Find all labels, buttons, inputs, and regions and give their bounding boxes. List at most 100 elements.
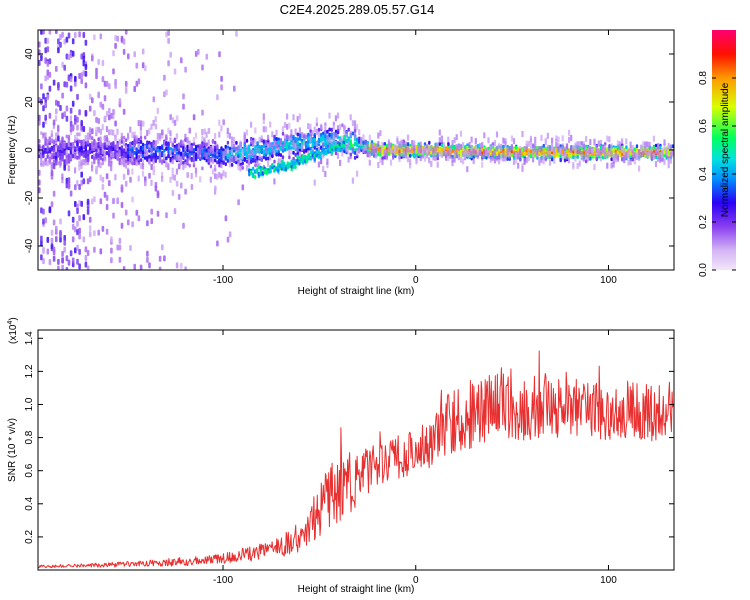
heat-noise-cell xyxy=(71,216,75,223)
heat-ridge-cell xyxy=(78,132,81,137)
heat-halo-cell xyxy=(148,144,151,151)
colorbar-tick-label: 0.2 xyxy=(698,215,709,229)
heat-noise-cell xyxy=(203,128,206,135)
heat-ridge-cell xyxy=(141,145,145,150)
heat-noise-cell xyxy=(52,255,56,262)
heat-halo-cell xyxy=(326,158,329,165)
heat-halo-cell xyxy=(582,145,585,151)
heat-halo-cell xyxy=(432,150,435,157)
heat-ridge-cell xyxy=(585,159,588,164)
heat-halo-cell xyxy=(133,141,136,148)
heat-halo-cell xyxy=(479,143,482,150)
heat-halo-cell xyxy=(402,151,405,158)
heat-branch-cell xyxy=(292,161,295,166)
snr-ytick-label: 0.4 xyxy=(24,496,35,510)
heat-halo-cell xyxy=(387,139,390,146)
heat-noise-cell xyxy=(65,53,69,60)
heat-ridge-cell xyxy=(326,141,329,145)
heat-ridge-cell xyxy=(385,143,389,148)
heat-noise-cell xyxy=(65,267,69,270)
heat-ridge-cell xyxy=(296,141,299,145)
heat-ridge-cell xyxy=(57,145,60,150)
heat-ridge-cell xyxy=(112,147,115,151)
heat-halo-cell xyxy=(426,144,429,151)
heat-noise-cell xyxy=(161,244,164,251)
heat-halo-cell xyxy=(521,131,524,137)
heat-ridge-cell xyxy=(625,145,628,150)
heat-halo-cell xyxy=(447,136,450,143)
heat-halo-cell xyxy=(86,132,89,139)
heat-noise-cell xyxy=(67,32,71,39)
heat-noise-cell xyxy=(97,229,100,236)
heat-noise-cell xyxy=(163,91,166,98)
heat-halo-cell xyxy=(447,154,450,161)
heat-halo-cell xyxy=(474,138,477,145)
heat-halo-cell xyxy=(230,136,234,143)
heat-branch-cell xyxy=(315,153,318,158)
heat-noise-cell xyxy=(61,143,64,150)
heat-halo-cell xyxy=(432,154,435,161)
heat-halo-cell xyxy=(226,148,229,154)
heat-halo-cell xyxy=(40,153,43,160)
heat-noise-cell xyxy=(44,47,47,54)
heat-halo-cell xyxy=(192,159,195,165)
heat-ridge-cell xyxy=(504,146,507,151)
heat-halo-cell xyxy=(271,143,274,150)
heat-noise-cell xyxy=(42,258,45,265)
heat-halo-cell xyxy=(46,160,49,167)
heat-halo-cell xyxy=(599,139,602,146)
heat-halo-cell xyxy=(555,135,558,142)
heat-ridge-cell xyxy=(177,150,181,155)
heat-noise-cell xyxy=(42,93,45,100)
heat-halo-cell xyxy=(389,142,393,149)
heat-ridge-cell xyxy=(122,148,126,153)
heat-noise-cell xyxy=(110,257,113,264)
heat-halo-cell xyxy=(347,140,350,147)
heat-halo-cell xyxy=(373,149,376,155)
heat-halo-cell xyxy=(404,141,407,148)
heat-noise-cell xyxy=(63,239,66,246)
heat-halo-cell xyxy=(154,116,157,123)
heat-ridge-cell xyxy=(97,154,100,159)
heat-ridge-cell xyxy=(311,143,314,148)
heat-noise-cell xyxy=(211,148,215,155)
heat-branch-cell xyxy=(257,171,261,176)
heat-noise-cell xyxy=(69,126,73,133)
heat-halo-cell xyxy=(286,113,289,120)
heat-noise-cell xyxy=(71,124,75,131)
heat-halo-cell xyxy=(105,135,108,141)
heat-halo-cell xyxy=(294,128,297,135)
heat-ridge-cell xyxy=(572,155,575,160)
heat-halo-cell xyxy=(495,131,499,138)
heat-halo-cell xyxy=(423,155,426,162)
heat-halo-cell xyxy=(548,159,552,166)
heat-noise-cell xyxy=(86,156,90,163)
heat-noise-cell xyxy=(214,173,217,180)
heat-branch-cell xyxy=(269,169,272,174)
heat-ridge-cell xyxy=(320,136,323,140)
heat-halo-cell xyxy=(184,145,187,152)
heat-noise-cell xyxy=(71,100,75,107)
heat-halo-cell xyxy=(328,112,331,119)
heat-noise-cell xyxy=(82,236,86,243)
heat-halo-cell xyxy=(286,134,289,140)
heat-halo-cell xyxy=(317,131,320,138)
heat-ridge-cell xyxy=(309,146,312,151)
heat-branch-cell xyxy=(296,158,299,163)
heat-halo-cell xyxy=(57,125,60,132)
heat-ridge-cell xyxy=(544,146,548,151)
heat-halo-cell xyxy=(129,150,132,157)
heat-noise-cell xyxy=(144,180,147,187)
heat-halo-cell xyxy=(587,149,590,156)
heat-noise-cell xyxy=(91,55,94,62)
heat-ridge-cell xyxy=(368,142,372,147)
heat-ridge-cell xyxy=(267,150,270,155)
heat-noise-cell xyxy=(69,76,73,83)
heat-noise-cell xyxy=(57,265,60,270)
heat-halo-cell xyxy=(201,135,204,142)
heat-ridge-cell xyxy=(307,144,310,149)
heat-halo-cell xyxy=(40,158,43,165)
heat-ridge-cell xyxy=(122,153,126,158)
heat-noise-cell xyxy=(76,220,79,227)
heat-noise-cell xyxy=(48,85,52,92)
